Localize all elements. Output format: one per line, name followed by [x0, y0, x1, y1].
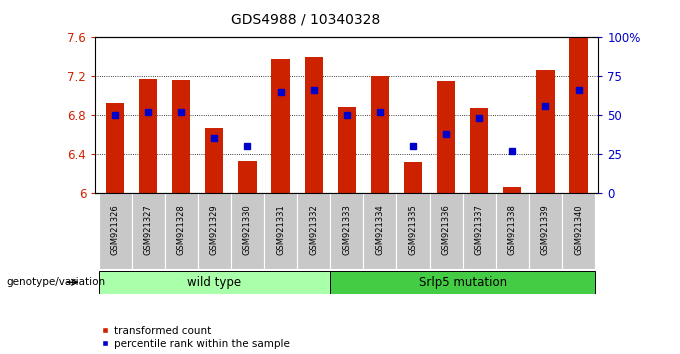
Bar — [537, 70, 554, 193]
Bar — [371, 76, 389, 193]
Bar — [305, 57, 323, 193]
Text: GSM921336: GSM921336 — [441, 204, 451, 255]
Bar — [437, 81, 455, 193]
Bar — [99, 271, 330, 294]
Bar — [239, 161, 256, 193]
Bar — [338, 107, 356, 193]
Text: GSM921328: GSM921328 — [177, 204, 186, 255]
Bar — [462, 193, 496, 269]
Bar — [264, 193, 297, 269]
Bar — [363, 193, 396, 269]
Text: GSM921332: GSM921332 — [309, 204, 318, 255]
Bar — [430, 193, 462, 269]
Text: GSM921339: GSM921339 — [541, 204, 550, 255]
Bar — [297, 193, 330, 269]
Bar — [529, 193, 562, 269]
Bar — [503, 187, 522, 193]
Text: GSM921333: GSM921333 — [342, 204, 352, 255]
Text: GSM921326: GSM921326 — [111, 204, 120, 255]
Text: wild type: wild type — [187, 276, 241, 289]
Bar — [330, 271, 595, 294]
Text: GDS4988 / 10340328: GDS4988 / 10340328 — [231, 12, 381, 27]
Text: Srlp5 mutation: Srlp5 mutation — [419, 276, 507, 289]
Bar — [496, 193, 529, 269]
Bar — [139, 79, 157, 193]
Bar — [172, 80, 190, 193]
Text: GSM921330: GSM921330 — [243, 204, 252, 255]
Text: GSM921340: GSM921340 — [574, 204, 583, 255]
Bar — [569, 37, 588, 193]
Bar — [106, 103, 124, 193]
Bar — [165, 193, 198, 269]
Text: GSM921331: GSM921331 — [276, 204, 285, 255]
Bar — [132, 193, 165, 269]
Text: genotype/variation: genotype/variation — [7, 277, 106, 287]
Text: GSM921329: GSM921329 — [210, 204, 219, 255]
Text: GSM921338: GSM921338 — [508, 204, 517, 255]
Bar — [396, 193, 430, 269]
Bar — [205, 128, 224, 193]
Bar — [231, 193, 264, 269]
Bar — [198, 193, 231, 269]
Bar — [470, 108, 488, 193]
Bar — [99, 193, 132, 269]
Bar — [271, 59, 290, 193]
Bar — [562, 193, 595, 269]
Text: GSM921327: GSM921327 — [143, 204, 153, 255]
Bar — [330, 193, 363, 269]
Text: GSM921337: GSM921337 — [475, 204, 483, 255]
Text: GSM921334: GSM921334 — [375, 204, 384, 255]
Text: GSM921335: GSM921335 — [409, 204, 418, 255]
Legend: transformed count, percentile rank within the sample: transformed count, percentile rank withi… — [101, 326, 290, 349]
Bar — [404, 162, 422, 193]
